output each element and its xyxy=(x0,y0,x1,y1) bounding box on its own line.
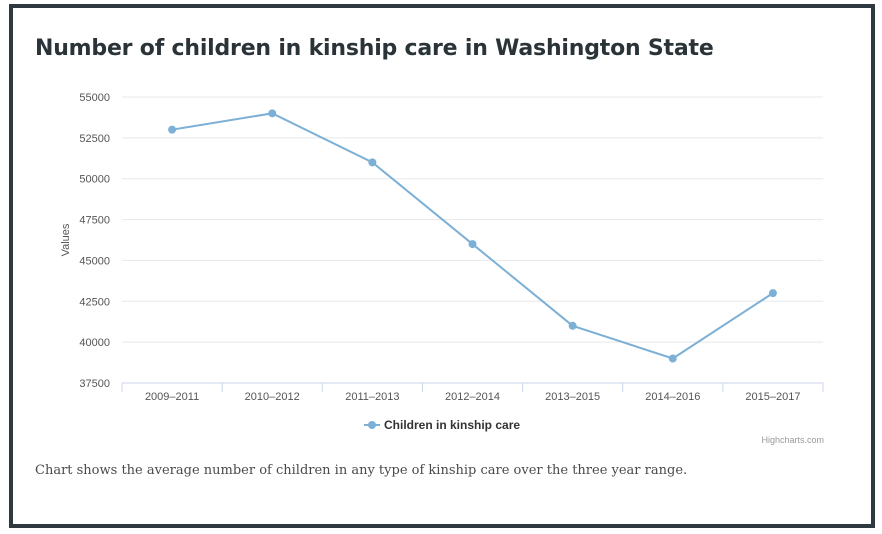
data-point[interactable] xyxy=(668,354,677,363)
y-tick-label: 37500 xyxy=(79,378,110,390)
data-point[interactable] xyxy=(568,321,577,330)
y-tick-label: 47500 xyxy=(79,215,110,227)
series-children-in-kinship-care[interactable] xyxy=(168,109,777,363)
gridlines xyxy=(122,96,823,384)
x-tick-label: 2010–2012 xyxy=(245,391,300,403)
data-point[interactable] xyxy=(468,240,477,249)
y-axis-ticks: 37500 40000 42500 45000 47500 50000 52500 55000 xyxy=(79,92,110,390)
data-point[interactable] xyxy=(368,158,377,167)
y-tick-label: 40000 xyxy=(79,337,110,349)
x-tick-label: 2011–2013 xyxy=(345,391,399,403)
y-tick-label: 45000 xyxy=(79,255,110,267)
x-tick-label: 2012–2014 xyxy=(445,391,500,403)
chart-frame xyxy=(9,4,875,528)
series-line[interactable] xyxy=(171,112,774,360)
y-tick-label: 55000 xyxy=(79,92,110,104)
x-axis-ticks: 2009–2011 2010–2012 2011–2013 2012–2014 2013… xyxy=(145,391,801,403)
data-point[interactable] xyxy=(768,289,777,298)
y-tick-label: 42500 xyxy=(79,296,110,308)
y-tick-label: 52500 xyxy=(79,133,110,145)
chart-caption: Chart shows the average number of childr… xyxy=(35,463,688,478)
x-tick-label: 2013–2015 xyxy=(545,391,600,403)
x-axis xyxy=(121,382,824,392)
chart-title: Number of children in kinship care in Wa… xyxy=(35,36,714,61)
y-axis-title: Values xyxy=(60,223,72,256)
x-tick-label: 2009–2011 xyxy=(145,391,199,403)
data-point[interactable] xyxy=(168,125,177,134)
x-tick-label: 2015–2017 xyxy=(745,391,800,403)
y-tick-label: 50000 xyxy=(79,174,110,186)
line-chart: 37500 40000 42500 45000 47500 50000 52500 55000… xyxy=(60,92,824,445)
legend-symbol-marker xyxy=(368,421,376,429)
legend[interactable]: Children in kinship care xyxy=(364,418,520,432)
legend-item-label[interactable]: Children in kinship care xyxy=(384,418,520,432)
x-tick-label: 2014–2016 xyxy=(645,391,700,403)
data-point[interactable] xyxy=(268,109,277,118)
credits-link[interactable]: Highcharts.com xyxy=(761,435,824,445)
